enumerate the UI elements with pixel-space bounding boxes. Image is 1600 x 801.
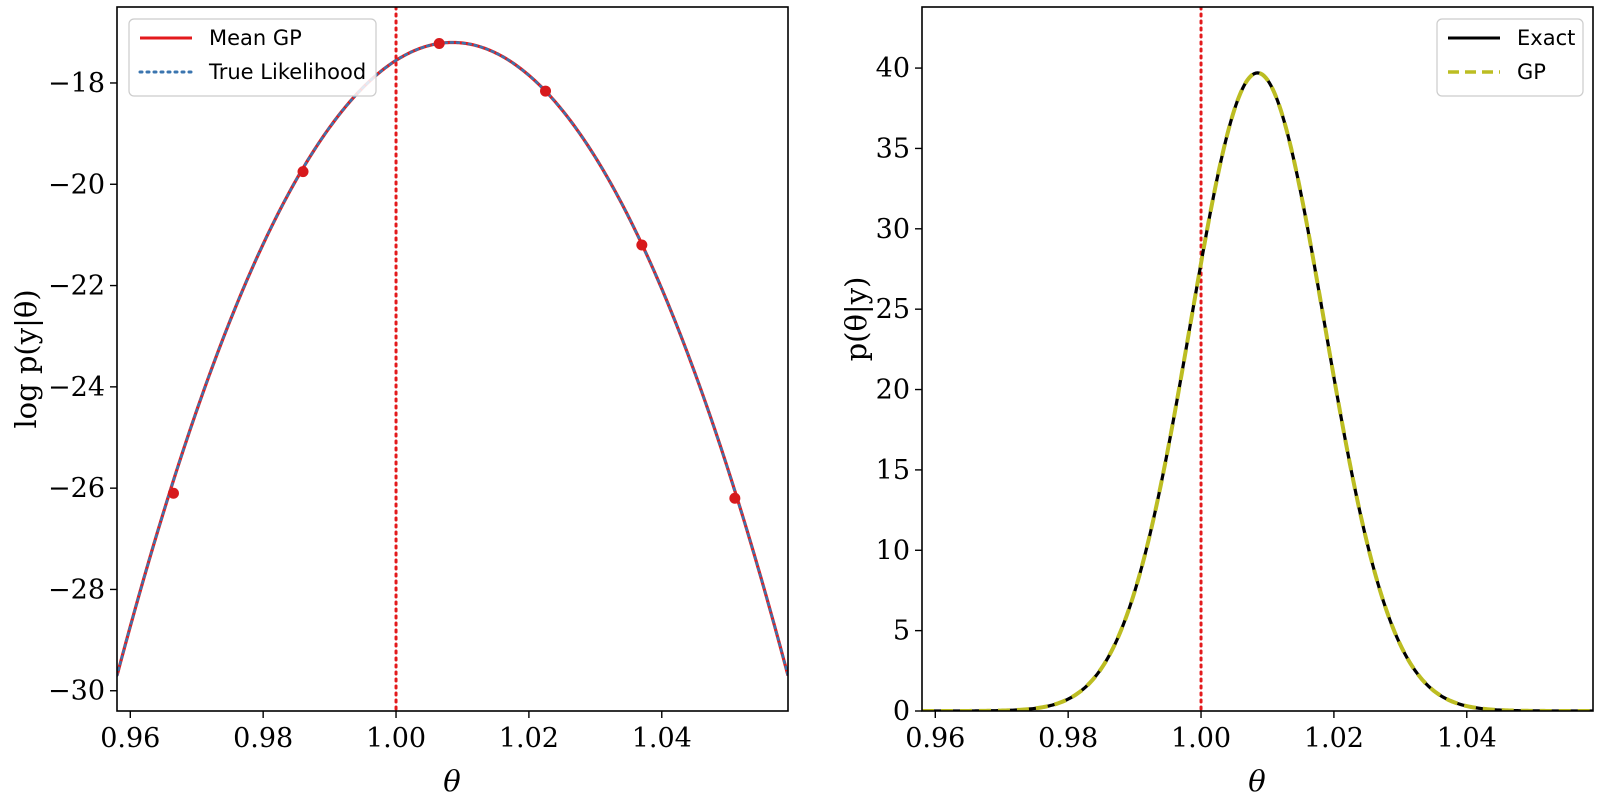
- left-y-ticks: −30 −28 −26 −24 −22 −20 −18: [48, 68, 117, 707]
- right-plot-area: [922, 7, 1593, 711]
- right-x-tick-label: 1.00: [1171, 723, 1231, 754]
- training-point: [433, 37, 445, 49]
- left-y-axis-label: log p(y|θ): [9, 289, 43, 428]
- right-y-axis-label: p(θ|y): [839, 277, 873, 362]
- series-exact-line: [922, 71, 1593, 711]
- left-y-tick-label: −30: [48, 676, 105, 707]
- left-x-axis-label: θ: [443, 764, 460, 798]
- right-x-tick-label: 1.02: [1304, 723, 1364, 754]
- left-x-tick-label: 1.02: [499, 723, 559, 754]
- left-x-tick-label: 0.98: [233, 723, 293, 754]
- left-y-tick-label: −18: [48, 68, 105, 99]
- left-y-tick-label: −28: [48, 574, 105, 605]
- left-y-tick-label: −22: [48, 271, 105, 302]
- left-x-tick-label: 0.96: [100, 723, 160, 754]
- left-plot-area: [117, 7, 788, 711]
- series-gp-line: [922, 70, 1593, 711]
- left-y-tick-label: −20: [48, 169, 105, 200]
- series-mean-gp-line: [117, 40, 788, 677]
- training-point: [636, 239, 648, 251]
- left-axes-frame: [116, 6, 789, 712]
- legend-label-true-likelihood: True Likelihood: [208, 60, 366, 84]
- right-x-tick-label: 0.98: [1038, 723, 1098, 754]
- training-point: [540, 85, 552, 97]
- right-y-tick-label: 25: [876, 294, 910, 325]
- right-x-tick-label: 1.04: [1437, 723, 1497, 754]
- right-y-tick-label: 10: [876, 535, 910, 566]
- right-series-group: [922, 7, 1593, 711]
- right-axes-frame: [921, 6, 1594, 712]
- training-point: [297, 166, 309, 178]
- right-y-tick-label: 20: [876, 375, 910, 406]
- left-series-group: [117, 7, 788, 711]
- right-x-ticks: 0.96 0.98 1.00 1.02 1.04: [905, 711, 1497, 754]
- legend-label-gp: GP: [1517, 60, 1546, 84]
- right-x-axis-label: θ: [1248, 764, 1265, 798]
- left-x-ticks: 0.96 0.98 1.00 1.02 1.04: [100, 711, 692, 754]
- right-y-tick-label: 35: [876, 133, 910, 164]
- left-panel: 0.96 0.98 1.00 1.02 1.04 −30−28−26−24−22−20−…: [9, 6, 789, 798]
- training-point: [729, 492, 741, 504]
- left-y-tick-label: −26: [48, 473, 105, 504]
- left-legend: Mean GP True Likelihood: [128, 18, 377, 97]
- right-x-tick-label: 0.96: [905, 723, 965, 754]
- right-y-tick-label: 30: [876, 214, 910, 245]
- right-y-tick-label: 0: [893, 696, 910, 727]
- right-y-tick-label: 5: [893, 616, 910, 647]
- left-x-tick-label: 1.04: [632, 723, 692, 754]
- legend-label-exact: Exact: [1517, 26, 1575, 50]
- right-y-tick-label: 15: [876, 455, 910, 486]
- series-true-likelihood-line: [117, 41, 788, 677]
- right-legend: Exact GP: [1436, 18, 1584, 97]
- right-y-ticks: 0 5 10 15 20 25 30 35 40: [876, 53, 922, 727]
- right-y-tick-label: 40: [876, 53, 910, 84]
- training-point: [167, 487, 179, 499]
- legend-label-mean-gp: Mean GP: [209, 26, 302, 50]
- left-x-tick-label: 1.00: [366, 723, 426, 754]
- left-y-tick-label: −24: [48, 372, 105, 403]
